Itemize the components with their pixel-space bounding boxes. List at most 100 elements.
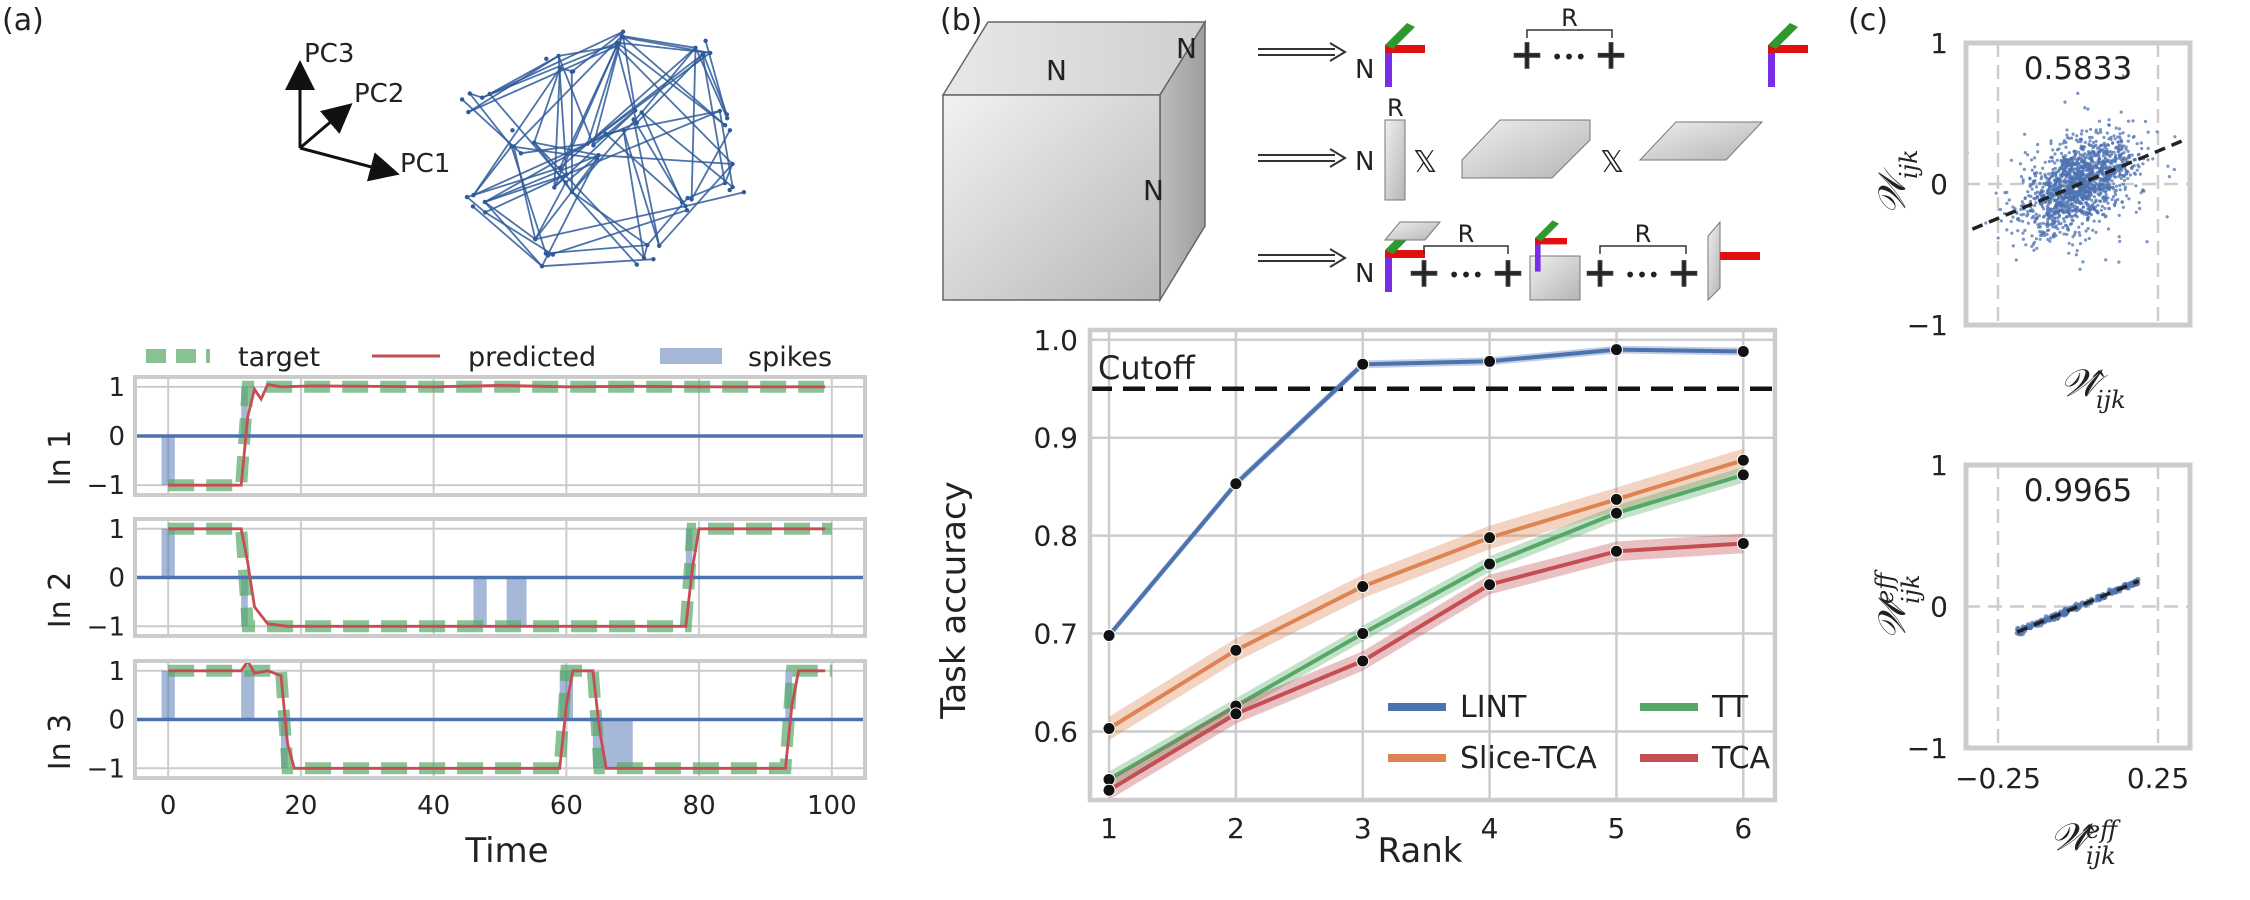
scatter-point (2029, 209, 2033, 213)
scatter-point (2125, 194, 2129, 198)
point-lint (1609, 343, 1623, 357)
scatter-point (2107, 143, 2111, 147)
network-node (725, 116, 730, 121)
point-tt (1736, 468, 1750, 482)
network-node (727, 187, 732, 193)
network-edge (587, 121, 638, 145)
scatter-point (2090, 187, 2094, 191)
spike-bar (241, 386, 248, 436)
c-top-ylabel-sub: ijk (1895, 149, 1923, 179)
scatter-point (2043, 233, 2047, 238)
scatter-point (2044, 200, 2048, 204)
network-node (633, 108, 638, 113)
network-edge (484, 154, 599, 203)
network-node (730, 184, 735, 190)
network-edge (489, 55, 560, 95)
network-edge (484, 201, 536, 240)
slab-flat (1638, 121, 1764, 161)
scatter-point (2073, 207, 2077, 211)
scatter-point (2132, 157, 2137, 162)
scatter-point (2097, 145, 2101, 149)
network-node (703, 38, 708, 43)
scatter-point (2076, 140, 2080, 144)
scatter-point (2089, 205, 2093, 209)
scatter-point (2118, 172, 2122, 177)
scatter-point (2041, 215, 2046, 219)
scatter-point (2117, 127, 2122, 131)
scatter-point (2103, 206, 2107, 210)
scatter-point (2056, 227, 2060, 231)
scatter-point (2067, 208, 2071, 212)
scatter-point (2135, 142, 2139, 146)
scatter-point (2072, 170, 2076, 175)
point-tca (1736, 536, 1750, 550)
scatter-point (2088, 135, 2092, 139)
network-node (730, 161, 735, 167)
scatter-point (2051, 167, 2055, 171)
scatter-point (2120, 145, 2124, 149)
scatter-point (2077, 602, 2083, 608)
scatter-point (2016, 216, 2020, 221)
scatter-point (2050, 217, 2054, 221)
row-n-label: N (1355, 259, 1374, 289)
scatter-point (2061, 172, 2065, 176)
scatter-point (2060, 167, 2064, 171)
scatter-point (2138, 172, 2142, 176)
scatter-point (2106, 201, 2110, 205)
scatter-point (2059, 221, 2063, 226)
scatter-point (2086, 207, 2090, 211)
scatter-point (2111, 195, 2116, 199)
scatter-point (2124, 145, 2128, 149)
scatter-point (2117, 170, 2121, 174)
scatter-point (2083, 106, 2087, 110)
scatter-point (2063, 204, 2067, 208)
scatter-point (2107, 118, 2111, 122)
scatter-point (2030, 216, 2034, 220)
scatter-point (2114, 188, 2118, 192)
scatter-point (2117, 260, 2121, 264)
scatter-point (1994, 191, 1998, 195)
scatter-point (2064, 215, 2068, 219)
fit-line (2016, 579, 2140, 634)
network-node (657, 243, 662, 248)
scatter-point (2083, 140, 2087, 144)
scatter-point (2097, 167, 2101, 171)
scatter-point (2086, 194, 2090, 198)
scatter-point (2155, 130, 2159, 134)
scatter-point (2087, 236, 2091, 241)
band-tt (1109, 467, 1744, 788)
scatter-point (2109, 150, 2114, 154)
xtick: 60 (550, 791, 583, 821)
scatter-point (2067, 241, 2071, 245)
scatter-point (2109, 137, 2113, 141)
point-slice-tca (1736, 453, 1750, 467)
factor-purple (1768, 45, 1775, 87)
scatter-point (2079, 156, 2083, 160)
scatter-point (2087, 142, 2091, 146)
spike-bar (161, 436, 175, 486)
legend-lint: LINT (1460, 690, 1527, 725)
scatter-point (2041, 166, 2045, 170)
frame (1087, 327, 1778, 803)
xtick: 100 (807, 791, 857, 821)
scatter-point (2064, 158, 2068, 162)
scatter-point (2068, 182, 2072, 186)
network-edge (640, 112, 683, 203)
scatter-point (2101, 179, 2106, 183)
scatter-point (2090, 135, 2094, 140)
scatter-point (2039, 177, 2043, 181)
scatter-point (2118, 188, 2122, 192)
scatter-point (2093, 205, 2098, 209)
scatter-point (2083, 161, 2087, 165)
scatter-point (2030, 244, 2034, 248)
network-node (552, 185, 557, 190)
scatter-point (2073, 198, 2077, 202)
scatter-point (2074, 253, 2078, 257)
scatter-point (2007, 198, 2011, 202)
scatter-point (2038, 181, 2042, 185)
point-tca (1483, 578, 1497, 592)
ytick: −1 (1907, 309, 1948, 342)
scatter-point (2104, 258, 2108, 262)
plus-sign: + (1407, 250, 1441, 296)
frame (1963, 462, 2193, 751)
